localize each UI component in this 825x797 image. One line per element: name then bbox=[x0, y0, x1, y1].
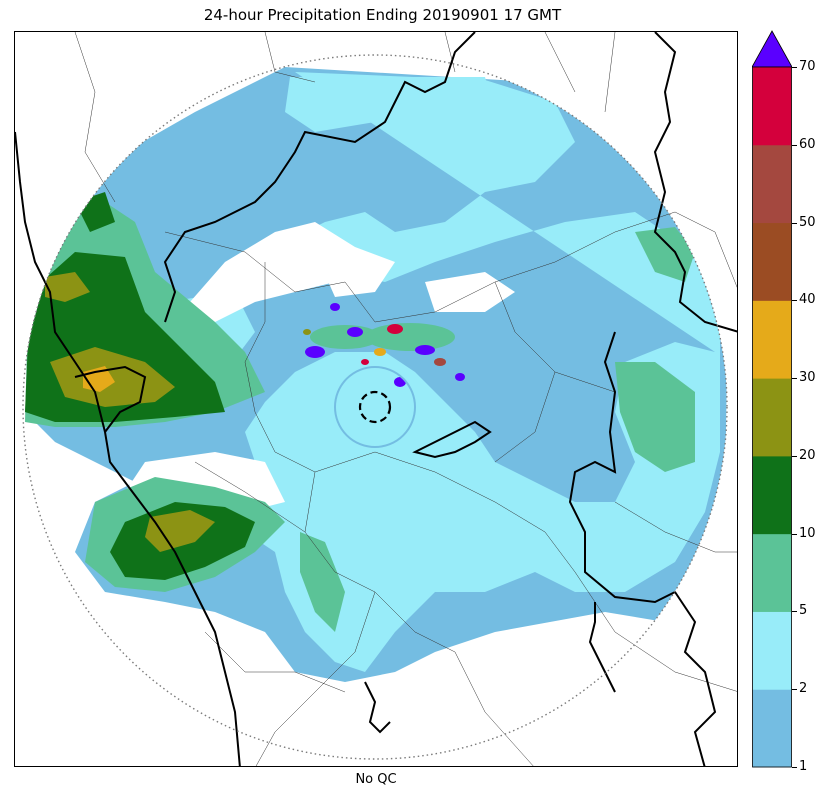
colorbar-segment bbox=[752, 533, 792, 612]
precip-area-2-5 bbox=[245, 72, 720, 672]
map-canvas bbox=[15, 32, 737, 766]
colorbar-tick-mark bbox=[792, 455, 797, 457]
colorbar-tick-label: 20 bbox=[799, 447, 816, 463]
no-precip-gap-1 bbox=[190, 222, 355, 322]
precip-area-20-30-west bbox=[50, 347, 175, 407]
precip-area-5-10-east bbox=[615, 362, 695, 472]
chart-title: 24-hour Precipitation Ending 20190901 17… bbox=[203, 6, 562, 24]
colorbar-tick-mark bbox=[792, 300, 797, 302]
colorbar-tick-label: 10 bbox=[799, 525, 816, 541]
radar-site-marker bbox=[358, 390, 392, 424]
colorbar-tick-label: 5 bbox=[799, 603, 808, 619]
colorbar-tick-label: 2 bbox=[799, 681, 808, 697]
no-precip-gap-3 bbox=[315, 247, 395, 297]
colorbar-segment bbox=[752, 378, 792, 457]
colorbar-tick-mark bbox=[792, 533, 797, 535]
colorbar-extend-arrow bbox=[752, 30, 792, 68]
colorbar-tick-label: 50 bbox=[799, 214, 816, 230]
no-precip-gap-4 bbox=[425, 272, 515, 312]
national-boundaries bbox=[15, 32, 737, 766]
colorbar-segment bbox=[752, 222, 792, 301]
radar-range-ring bbox=[22, 54, 728, 760]
colorbar-segments bbox=[752, 67, 792, 768]
precip-area-20-30-nw bbox=[45, 272, 90, 302]
colorbar-tick-label: 70 bbox=[799, 59, 816, 74]
colorbar bbox=[752, 30, 792, 768]
colorbar-tick-mark bbox=[792, 222, 797, 224]
colorbar-tick-mark bbox=[792, 67, 797, 68]
precip-area-2-5-north bbox=[285, 77, 495, 132]
colorbar-segment bbox=[752, 300, 792, 379]
precipitation-map[interactable] bbox=[14, 31, 738, 767]
precip-area-5-10-south bbox=[300, 532, 345, 632]
precipitation-field bbox=[25, 67, 727, 682]
colorbar-segment bbox=[752, 689, 792, 768]
colorbar-tick-mark bbox=[792, 144, 797, 146]
colorbar-tick-label: 40 bbox=[799, 292, 816, 308]
precip-area-20-30-sw bbox=[145, 510, 215, 552]
colorbar-tick-mark bbox=[792, 378, 797, 380]
colorbar-tick-mark bbox=[792, 611, 797, 613]
colorbar-tick-label: 30 bbox=[799, 370, 816, 386]
colorbar-tick-label: 1 bbox=[799, 759, 808, 774]
central-clutter bbox=[303, 303, 465, 448]
x-axis-label: No QC bbox=[355, 772, 397, 787]
colorbar-segment bbox=[752, 144, 792, 224]
colorbar-segment bbox=[752, 455, 792, 535]
colorbar-tick-mark bbox=[792, 689, 797, 691]
precip-area-5-10-ne bbox=[635, 227, 695, 282]
colorbar-segment bbox=[752, 67, 792, 146]
colorbar-tick-label: 60 bbox=[799, 136, 816, 152]
colorbar-tick-mark bbox=[792, 767, 797, 768]
colorbar-segment bbox=[752, 611, 792, 690]
